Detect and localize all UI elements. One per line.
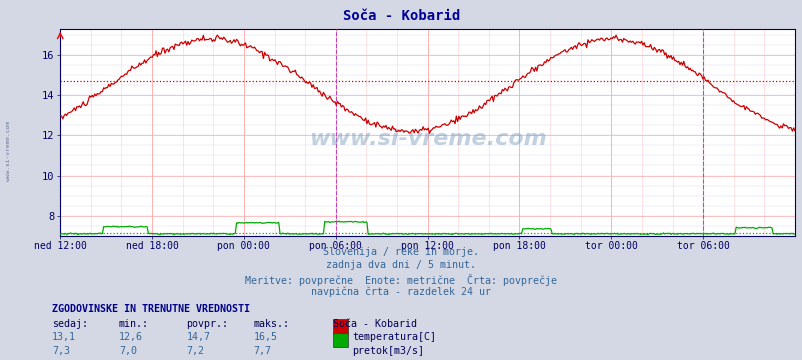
Text: navpična črta - razdelek 24 ur: navpična črta - razdelek 24 ur <box>311 287 491 297</box>
Text: 7,2: 7,2 <box>186 346 204 356</box>
Text: 12,6: 12,6 <box>119 332 143 342</box>
Text: 16,5: 16,5 <box>253 332 277 342</box>
Text: Soča - Kobarid: Soča - Kobarid <box>342 9 460 23</box>
Text: 7,0: 7,0 <box>119 346 136 356</box>
Text: min.:: min.: <box>119 319 148 329</box>
Text: www.si-vreme.com: www.si-vreme.com <box>6 121 11 181</box>
Text: 14,7: 14,7 <box>186 332 210 342</box>
Text: Soča - Kobarid: Soča - Kobarid <box>333 319 417 329</box>
Text: ZGODOVINSKE IN TRENUTNE VREDNOSTI: ZGODOVINSKE IN TRENUTNE VREDNOSTI <box>52 304 250 314</box>
Text: maks.:: maks.: <box>253 319 290 329</box>
Text: zadnja dva dni / 5 minut.: zadnja dva dni / 5 minut. <box>326 260 476 270</box>
Text: 7,3: 7,3 <box>52 346 70 356</box>
Text: Meritve: povprečne  Enote: metrične  Črta: povprečje: Meritve: povprečne Enote: metrične Črta:… <box>245 274 557 285</box>
Text: 13,1: 13,1 <box>52 332 76 342</box>
Text: temperatura[C]: temperatura[C] <box>352 332 436 342</box>
Text: 7,7: 7,7 <box>253 346 271 356</box>
Text: pretok[m3/s]: pretok[m3/s] <box>352 346 424 356</box>
Text: sedaj:: sedaj: <box>52 319 88 329</box>
Text: www.si-vreme.com: www.si-vreme.com <box>308 129 546 149</box>
Text: Slovenija / reke in morje.: Slovenija / reke in morje. <box>323 247 479 257</box>
Text: povpr.:: povpr.: <box>186 319 228 329</box>
